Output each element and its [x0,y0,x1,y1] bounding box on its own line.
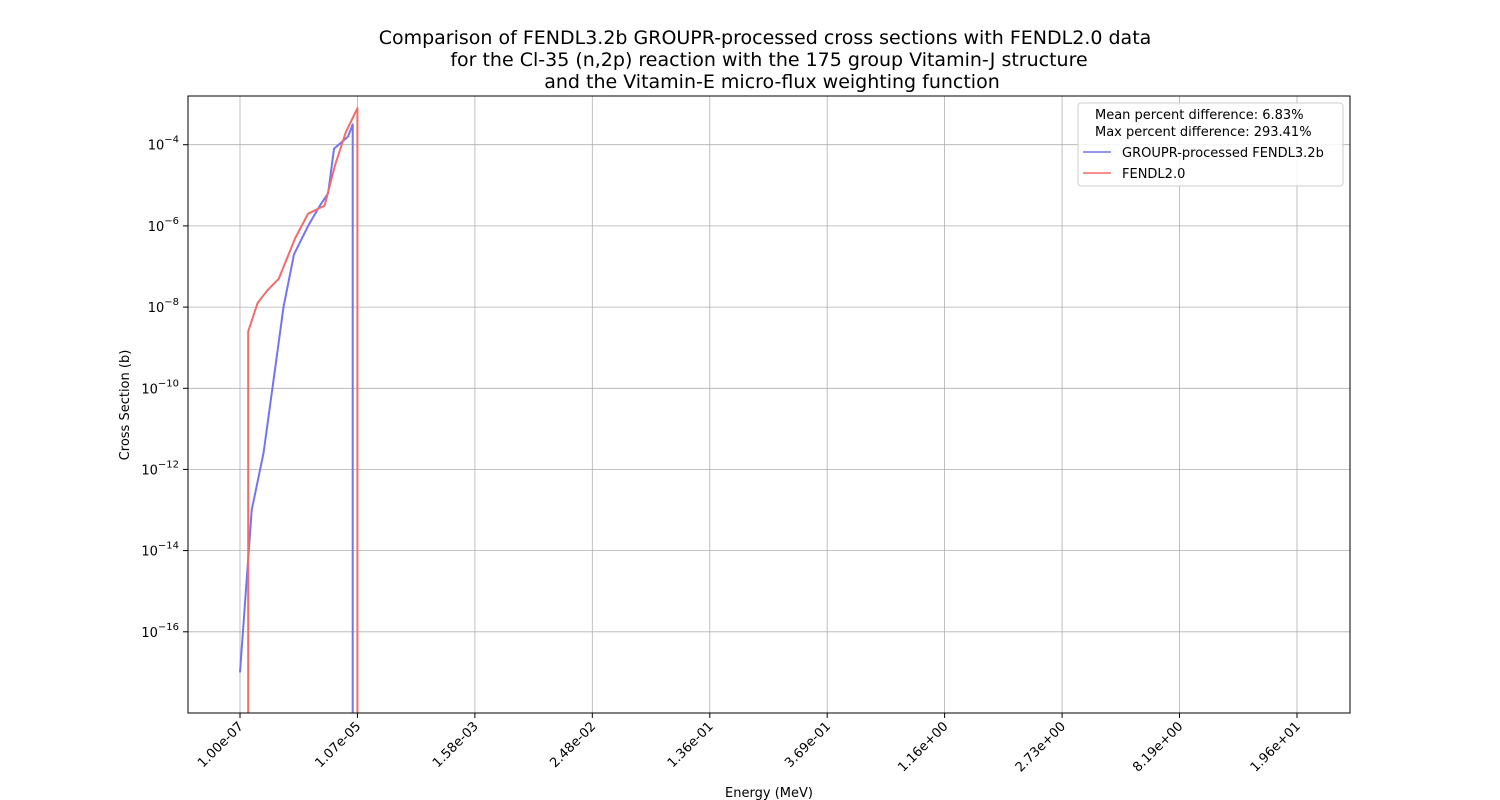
legend-box [1077,102,1344,187]
plot-series [239,107,359,713]
x-axis-label: Energy (MeV) [725,786,813,800]
series-line-fendl32b [239,123,354,713]
x-tick-label: 3.69e-01 [782,719,834,771]
title-line-2: for the Cl-35 (n,2p) reaction with the 1… [450,49,1087,71]
x-axis-ticks: 1.00e-07 1.07e-05 1.58e-03 2.48e-02 1.36e-01… [195,713,1304,775]
x-tick-label: 1.00e-07 [195,719,247,771]
series-line-fendl20 [247,107,359,713]
x-tick-label: 1.07e-05 [312,719,364,771]
y-tick-label: 10−6 [148,216,179,235]
y-tick-label: 10−14 [141,541,179,560]
title-line-1: Comparison of FENDL3.2b GROUPR-processed… [379,27,1152,49]
x-tick-label: 1.16e+00 [895,719,951,775]
x-tick-label: 2.73e+00 [1013,719,1069,775]
legend: Mean percent difference: 6.83% Max perce… [1077,102,1344,187]
y-axis-label: Cross Section (b) [118,350,133,461]
x-tick-label: 1.36e-01 [665,719,717,771]
y-tick-label: 10−4 [148,135,179,154]
legend-label-fendl20: FENDL2.0 [1122,167,1185,182]
legend-max-difference: Max percent difference: 293.41% [1095,125,1312,140]
x-tick-label: 1.96e+01 [1248,719,1304,775]
title-line-3: and the Vitamin-E micro-flux weighting f… [544,71,1000,93]
y-tick-label: 10−8 [148,297,179,316]
grid [188,96,1350,713]
y-tick-label: 10−16 [141,622,179,641]
plot-frame [187,95,1351,714]
x-tick-label: 2.48e-02 [547,719,599,771]
chart-title: Comparison of FENDL3.2b GROUPR-processed… [379,27,1152,93]
x-tick-label: 8.19e+00 [1130,719,1186,775]
y-axis-ticks: 10−16 10−14 10−12 10−10 10−8 10−6 10−4 [141,135,188,641]
legend-label-fendl32b: GROUPR-processed FENDL3.2b [1122,146,1324,161]
x-tick-label: 1.58e-03 [430,719,482,771]
y-tick-label: 10−12 [141,459,179,478]
legend-mean-difference: Mean percent difference: 6.83% [1095,108,1304,123]
y-tick-label: 10−10 [141,378,179,397]
